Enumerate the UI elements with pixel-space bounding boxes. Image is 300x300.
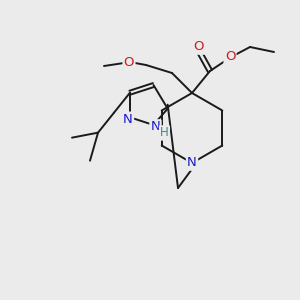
- Text: O: O: [225, 50, 235, 64]
- Text: H: H: [160, 127, 169, 140]
- Text: N: N: [151, 121, 160, 134]
- Text: N: N: [123, 113, 133, 126]
- Text: O: O: [194, 40, 204, 53]
- Text: O: O: [124, 56, 134, 70]
- Text: N: N: [187, 157, 197, 169]
